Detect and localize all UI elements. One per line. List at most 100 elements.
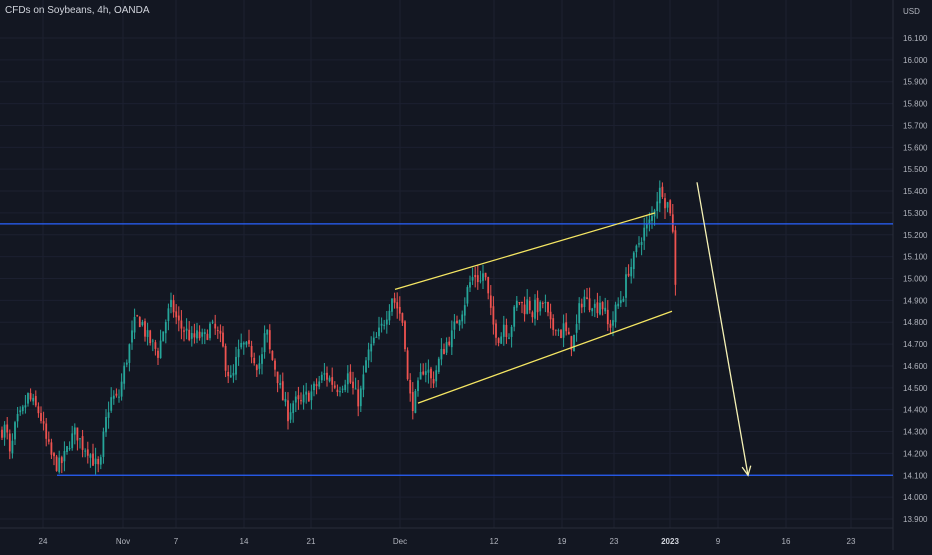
candle-body <box>86 449 89 456</box>
x-tick-label: 21 <box>307 537 316 546</box>
candle-body <box>136 315 139 317</box>
candle-body <box>310 391 313 401</box>
channel-upper-line[interactable] <box>394 212 656 291</box>
x-tick-label: 2023 <box>661 537 679 546</box>
candle-body <box>287 400 289 422</box>
candle-body <box>560 330 562 338</box>
candle-body <box>619 300 622 304</box>
candle-body <box>60 457 63 464</box>
candle-body <box>372 337 375 344</box>
candle-body <box>424 371 427 375</box>
candle-body <box>344 384 347 390</box>
candle-body <box>401 313 404 323</box>
candle-body <box>289 412 292 420</box>
candle-body <box>573 334 575 352</box>
candle-body <box>440 348 443 360</box>
candle-body <box>609 323 612 328</box>
candle-body <box>14 422 16 440</box>
y-tick-label: 14.800 <box>903 318 928 327</box>
candle-body <box>328 377 331 382</box>
candle-body <box>318 381 321 387</box>
candle-body <box>354 388 357 390</box>
candle-body <box>79 438 81 440</box>
candle-body <box>604 307 607 312</box>
candle-body <box>268 330 271 350</box>
candle-body <box>601 302 604 310</box>
candle-body <box>341 388 344 390</box>
candle-body <box>170 299 172 308</box>
candle-body <box>414 390 417 413</box>
chart-title: CFDs on Soybeans, 4h, OANDA <box>5 5 150 16</box>
candle-body <box>102 431 105 457</box>
candle-body <box>643 227 646 241</box>
candle-body <box>118 396 120 398</box>
y-tick-label: 15.800 <box>903 100 928 109</box>
candle-body <box>279 383 282 386</box>
candle-body <box>359 388 362 407</box>
candle-body <box>606 309 609 325</box>
candle-body <box>92 453 94 466</box>
candle-body <box>253 357 256 364</box>
y-tick-label: 14.400 <box>903 406 928 415</box>
candle-body <box>554 329 557 331</box>
y-tick-label: 15.200 <box>903 231 928 240</box>
y-tick-label: 14.900 <box>903 296 928 305</box>
candle-body <box>638 243 640 245</box>
candle-body <box>536 297 539 313</box>
candle-body <box>302 394 305 403</box>
candle-body <box>219 330 222 334</box>
currency-label: USD <box>903 7 920 16</box>
candle-body <box>188 329 191 341</box>
candle-body <box>567 331 570 335</box>
candle-body <box>71 433 74 449</box>
candle-body <box>578 303 581 324</box>
candle-body <box>193 333 196 338</box>
candle-body <box>599 302 601 315</box>
candle-body <box>315 384 318 387</box>
candle-body <box>562 323 565 338</box>
candle-body <box>391 298 393 312</box>
candle-body <box>177 315 180 321</box>
candle-body <box>656 201 659 211</box>
candle-body <box>544 302 547 304</box>
candle-body <box>326 372 328 380</box>
y-tick-label: 15.600 <box>903 143 928 152</box>
candle-body <box>307 392 310 402</box>
candle-body <box>510 326 513 337</box>
candle-body <box>635 245 638 253</box>
candle-body <box>297 395 300 400</box>
x-tick-label: 24 <box>39 537 48 546</box>
candle-body <box>380 323 383 326</box>
candle-body <box>500 336 503 344</box>
candle-body <box>47 439 50 442</box>
candle-body <box>110 397 113 411</box>
candle-body <box>495 323 497 338</box>
candle-body <box>580 303 583 308</box>
y-tick-label: 15.300 <box>903 209 928 218</box>
candle-body <box>58 457 61 473</box>
candle-body <box>591 308 594 312</box>
candle-body <box>271 350 274 360</box>
projection-arrow[interactable] <box>696 182 749 476</box>
candle-body <box>232 372 235 376</box>
y-tick-label: 14.100 <box>903 471 928 480</box>
candle-body <box>489 295 492 308</box>
candle-body <box>339 391 341 393</box>
candle-body <box>263 333 266 353</box>
y-tick-label: 15.500 <box>903 165 928 174</box>
candle-body <box>385 319 388 325</box>
channel-lower-line[interactable] <box>417 310 673 404</box>
candle-body <box>34 396 37 406</box>
candle-body <box>248 340 250 344</box>
candle-body <box>430 368 432 379</box>
candle-body <box>42 421 45 424</box>
candle-body <box>388 310 391 321</box>
candle-body <box>224 345 227 371</box>
candle-body <box>97 458 100 465</box>
candle-body <box>258 363 261 369</box>
candle-body <box>648 219 651 224</box>
candle-body <box>367 349 370 361</box>
candle-body <box>229 375 232 378</box>
